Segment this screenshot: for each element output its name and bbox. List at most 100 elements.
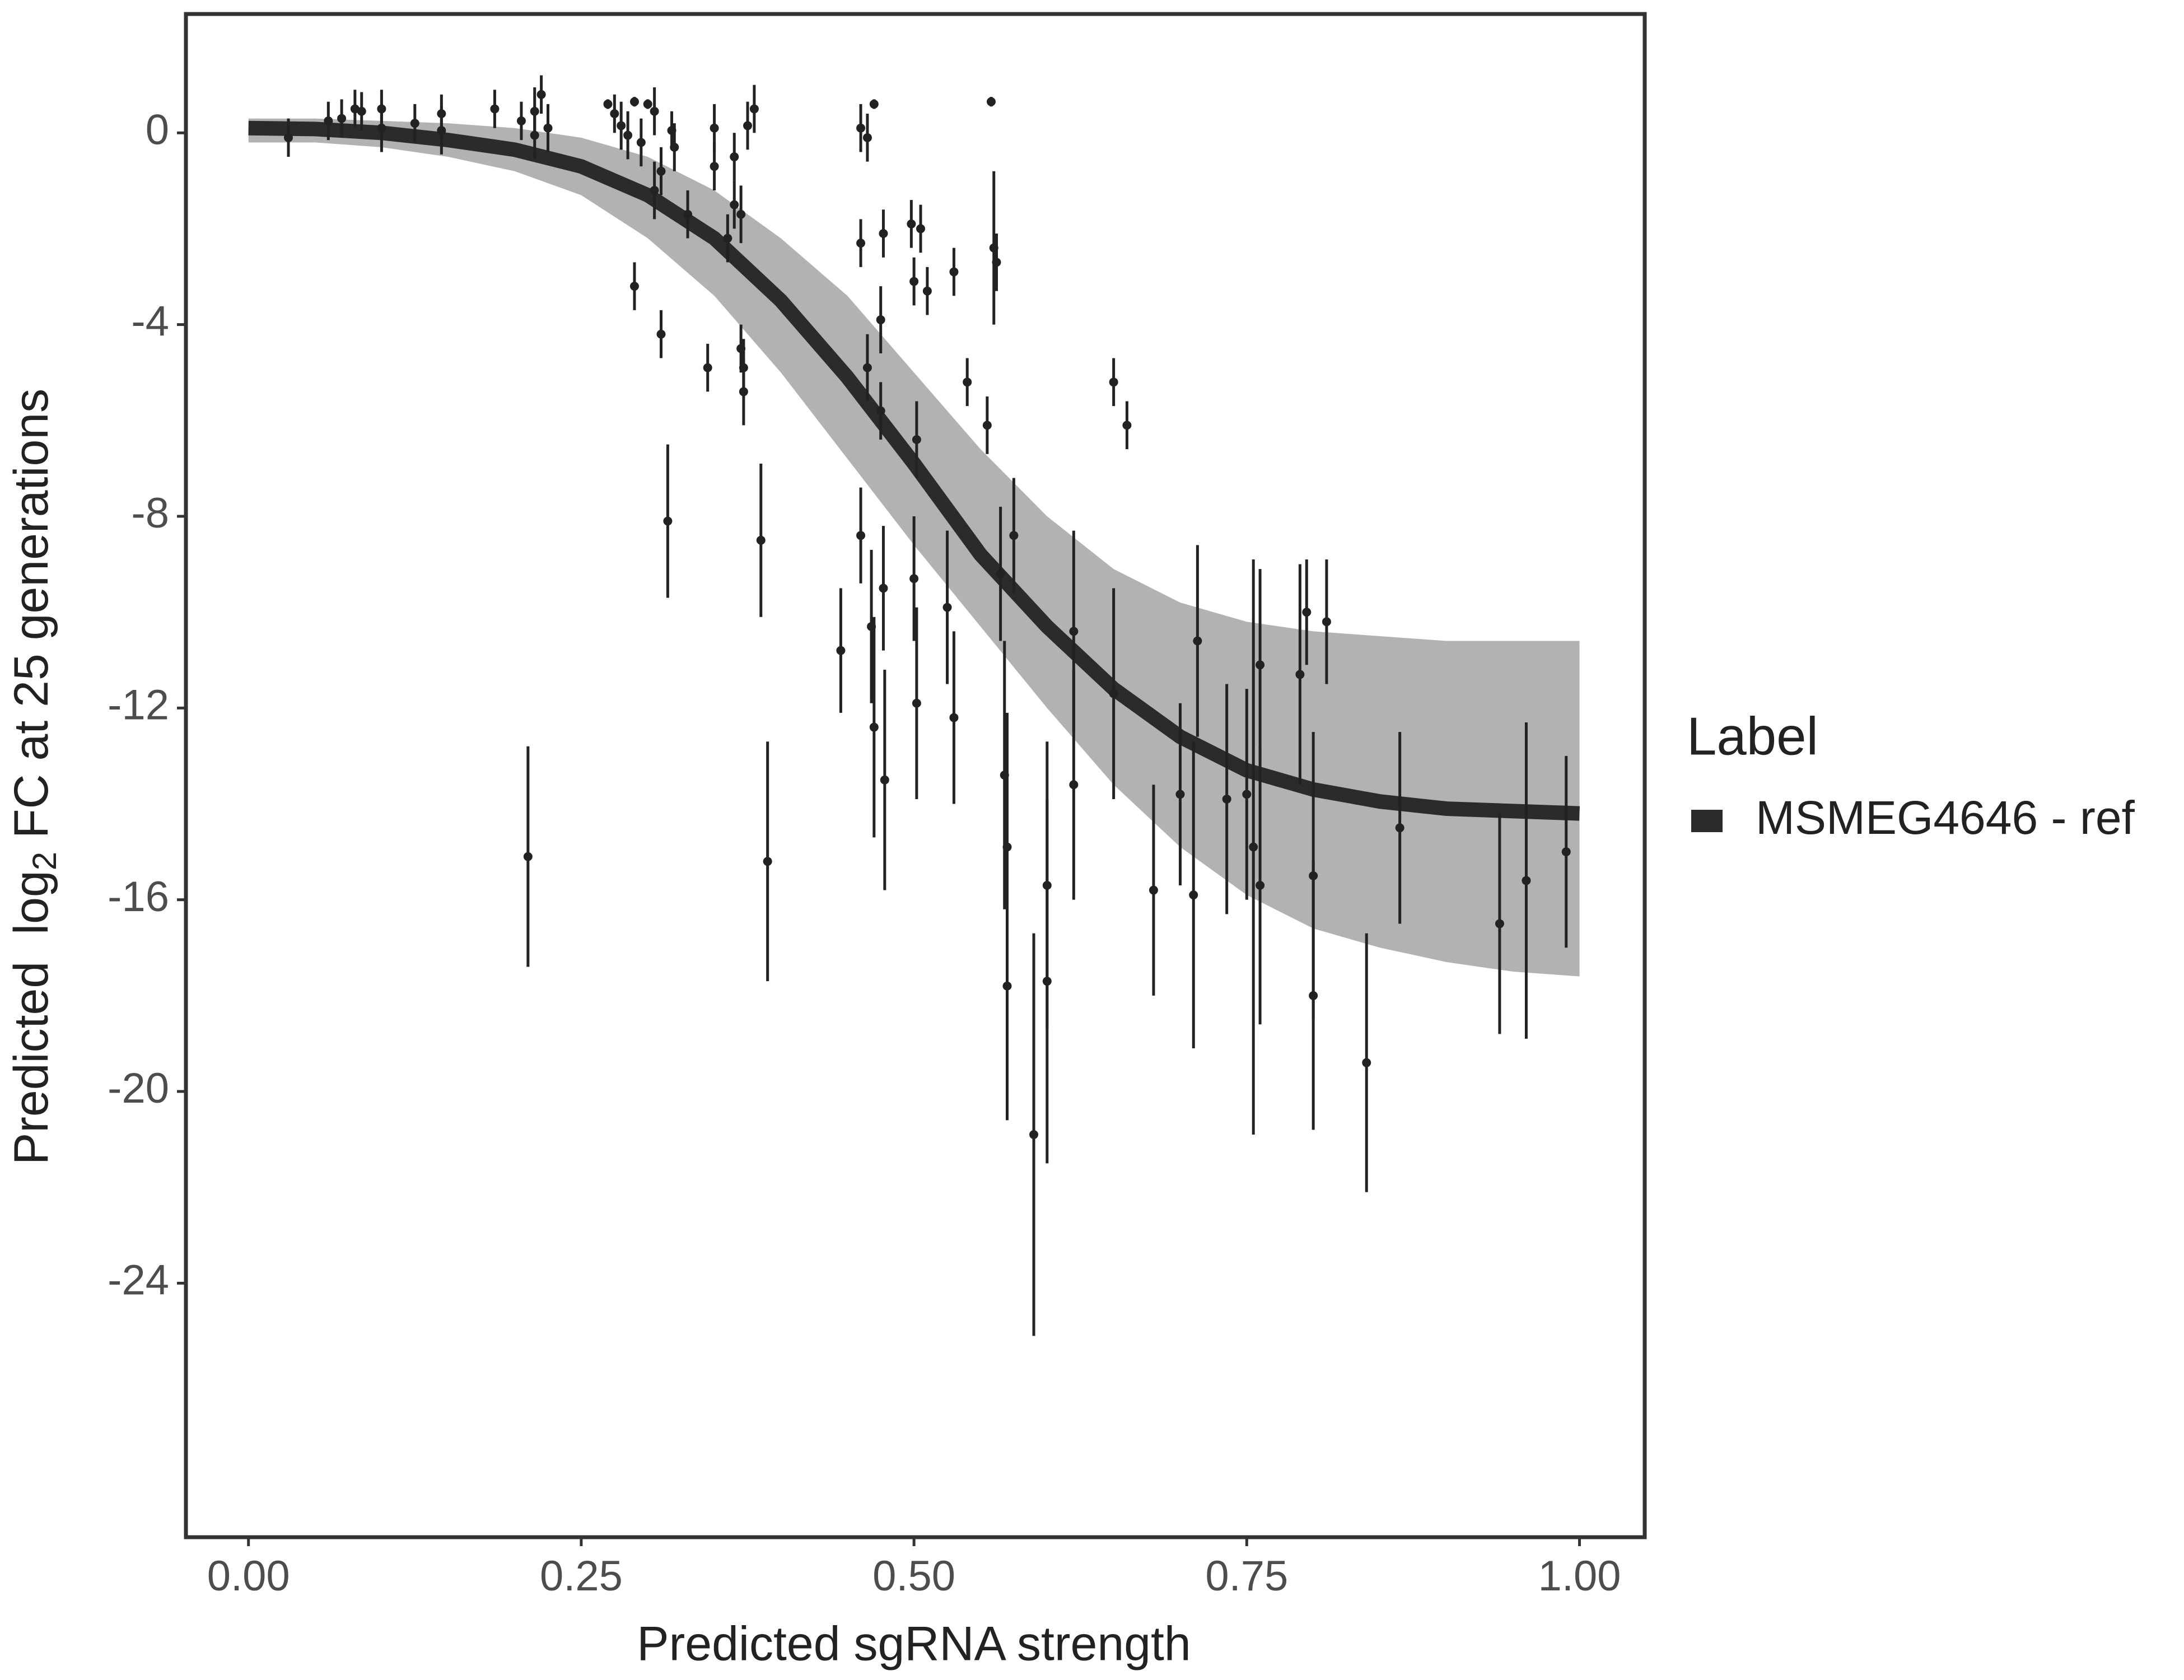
x-tick-label: 0.75 <box>1205 1552 1288 1600</box>
legend-key <box>1691 810 1723 832</box>
point <box>703 363 712 372</box>
point <box>603 99 613 109</box>
point <box>723 234 732 243</box>
points-layer <box>284 75 1571 1336</box>
point <box>942 603 952 612</box>
point <box>876 315 885 325</box>
y-tick-label: -8 <box>131 489 169 537</box>
point <box>629 282 639 291</box>
fit-layer <box>248 120 1580 821</box>
x-tick-label: 0.00 <box>207 1552 290 1600</box>
y-tick-label: -4 <box>131 298 169 346</box>
point <box>650 106 659 116</box>
point <box>736 209 746 219</box>
point <box>377 123 386 133</box>
point <box>623 130 633 140</box>
point <box>912 435 921 445</box>
point <box>357 106 366 116</box>
x-axis-title: Predicted sgRNA strength <box>637 1617 1191 1671</box>
point <box>836 646 846 655</box>
point <box>1029 1130 1039 1140</box>
point <box>1069 780 1079 790</box>
point <box>1522 876 1531 885</box>
point <box>730 200 739 209</box>
point <box>949 713 959 722</box>
point <box>879 584 888 593</box>
point <box>1222 794 1231 804</box>
point <box>636 138 646 147</box>
point <box>1242 790 1252 799</box>
point <box>1009 531 1019 540</box>
point <box>1069 627 1079 636</box>
point <box>710 123 719 133</box>
point <box>856 123 866 133</box>
point <box>739 387 748 396</box>
point <box>536 90 546 99</box>
point <box>912 698 921 708</box>
point <box>617 121 626 130</box>
point <box>909 277 919 286</box>
point <box>1042 977 1052 986</box>
point <box>324 116 333 125</box>
point <box>1256 660 1265 670</box>
point <box>670 142 679 152</box>
point <box>876 406 885 416</box>
point <box>1189 890 1198 900</box>
point <box>663 516 673 526</box>
y-tick-label: 0 <box>146 106 169 153</box>
point <box>907 219 916 228</box>
point <box>856 239 866 248</box>
point <box>656 329 666 339</box>
y-axis-title: Predicted log2 FC at 25 generations <box>4 389 63 1165</box>
plot-border <box>184 12 1647 1539</box>
point <box>437 125 446 135</box>
point <box>1302 608 1312 617</box>
point <box>610 109 619 119</box>
point <box>880 775 889 785</box>
point <box>490 104 500 114</box>
point <box>869 722 879 732</box>
point <box>1109 689 1118 698</box>
fit-line <box>248 120 1580 821</box>
point <box>909 574 919 584</box>
point <box>656 166 666 176</box>
point <box>1122 421 1132 430</box>
point <box>763 857 772 866</box>
y-tick-label: -20 <box>108 1065 169 1112</box>
point <box>629 97 639 106</box>
point <box>523 852 533 861</box>
point <box>1362 1058 1371 1067</box>
point <box>862 363 872 372</box>
point <box>1561 847 1571 857</box>
point <box>683 209 693 219</box>
point <box>1002 981 1012 991</box>
point <box>1175 790 1185 799</box>
point <box>756 535 766 545</box>
point <box>862 133 872 142</box>
y-title-part: FC at 25 generations <box>4 389 58 852</box>
point <box>730 152 739 162</box>
point <box>543 123 553 133</box>
point <box>986 97 996 106</box>
point <box>743 121 753 130</box>
point <box>284 133 293 142</box>
point <box>916 224 926 234</box>
point <box>949 267 959 277</box>
point <box>1002 842 1012 852</box>
y-tick-label: -24 <box>108 1256 169 1304</box>
y-title-subscript: 2 <box>26 852 63 870</box>
point <box>749 104 759 114</box>
point <box>650 185 659 195</box>
point <box>1495 919 1504 928</box>
point <box>1249 842 1258 852</box>
point <box>996 569 1005 578</box>
point <box>1322 617 1331 627</box>
point <box>410 119 419 128</box>
x-tick-label: 0.25 <box>540 1552 623 1600</box>
point <box>643 99 652 109</box>
y-title-part: Predicted log <box>4 870 58 1165</box>
point <box>1256 880 1265 890</box>
point <box>1149 885 1158 895</box>
point <box>1309 871 1318 880</box>
